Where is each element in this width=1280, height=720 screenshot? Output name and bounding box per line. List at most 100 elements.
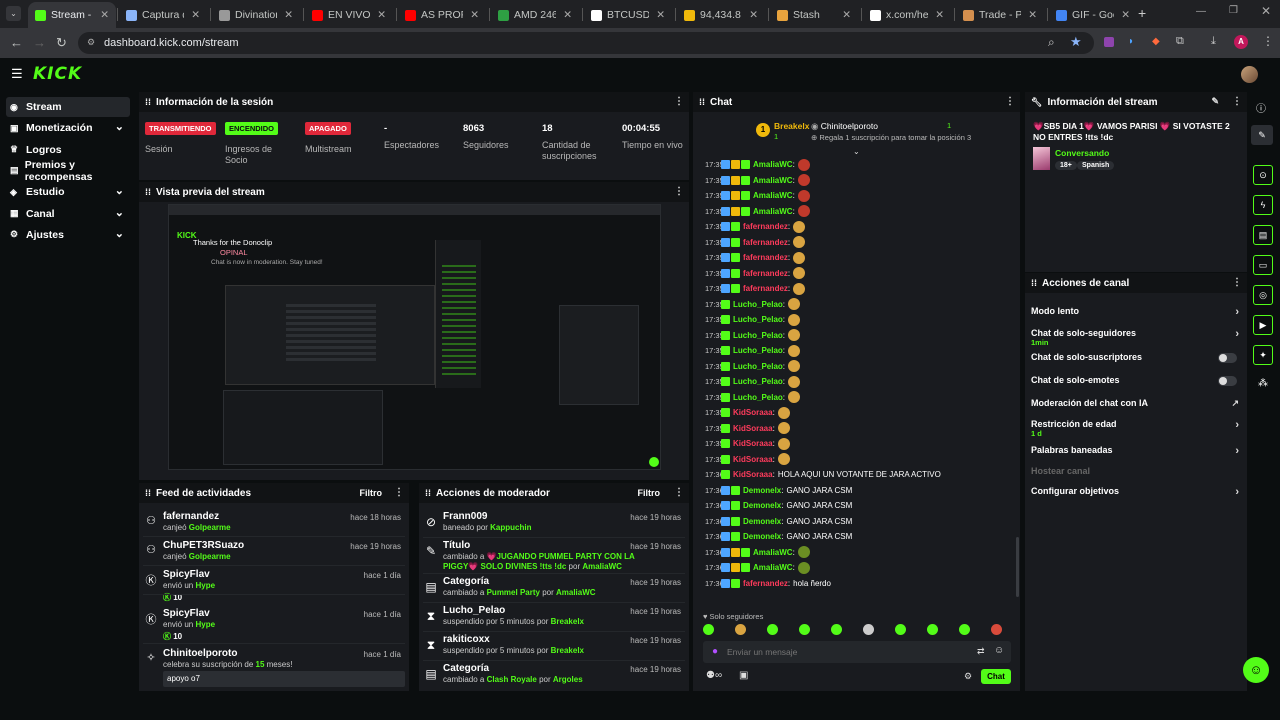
chat-message[interactable]: 17:36 fafernandez: hola ñerdo xyxy=(705,576,831,591)
tab-close-icon[interactable]: ✕ xyxy=(1028,9,1037,21)
rail-community-icon[interactable]: ⁂ xyxy=(1258,378,1268,389)
site-info-icon[interactable]: ⚙ xyxy=(87,37,96,47)
activity-user-name[interactable]: ChuPET3RSuazo xyxy=(163,540,245,551)
chat-message[interactable]: 17:36 AmaliaWC: xyxy=(705,545,810,560)
chat-gift-icon[interactable]: ▣ xyxy=(739,670,749,681)
quick-emote-icon[interactable] xyxy=(895,624,906,635)
chat-message[interactable]: 17:35 Lucho_Pelao: xyxy=(705,312,801,327)
chat-username[interactable]: KidSoraaa xyxy=(733,408,773,417)
channel-action-item[interactable]: Moderación del chat con IA ↗ xyxy=(1031,398,1239,408)
chat-message[interactable]: 17:35 Lucho_Pelao: xyxy=(705,390,801,405)
translate-icon[interactable]: ⇄ xyxy=(977,646,985,656)
rail-chat-icon[interactable]: ▭ xyxy=(1253,255,1273,275)
info-icon[interactable]: ⓘ xyxy=(1256,104,1266,115)
toggle-switch[interactable] xyxy=(1218,376,1237,386)
chat-message[interactable]: 17:35 fafernandez: xyxy=(705,235,806,250)
tab-search-icon[interactable]: ⌄ xyxy=(6,6,21,21)
browser-tab[interactable]: Trade - Path ✕ xyxy=(956,4,1044,26)
chat-message[interactable]: 17:36 Demonelx: GANO JARA CSM xyxy=(705,529,852,544)
chat-message[interactable]: 17:35 fafernandez: xyxy=(705,266,806,281)
toggle-switch[interactable] xyxy=(1218,353,1237,363)
rail-video-icon[interactable]: ▶ xyxy=(1253,315,1273,335)
channel-action-item[interactable]: Chat de solo-seguidores 1min › xyxy=(1031,328,1239,347)
gifter-user[interactable]: ◉ Chinitoelporoto xyxy=(811,121,878,132)
chat-message[interactable]: 17:35 Lucho_Pelao: xyxy=(705,328,801,343)
extension-translate-icon[interactable]: ◗ xyxy=(1128,36,1135,47)
chat-message[interactable]: 17:36 Demonelx: GANO JARA CSM xyxy=(705,483,852,498)
browser-tab[interactable]: x.com/healt ✕ xyxy=(863,4,951,26)
drag-handle-icon[interactable]: ⁞⁞ xyxy=(145,97,151,107)
bookmark-star-icon[interactable]: ★ xyxy=(1070,34,1082,49)
chat-message[interactable]: 17:35 AmaliaWC: xyxy=(705,204,810,219)
chat-message[interactable]: 17:35 AmaliaWC: xyxy=(705,188,810,203)
minimize-icon[interactable]: — xyxy=(1196,6,1206,17)
chat-username[interactable]: KidSoraaa xyxy=(733,470,773,479)
mod-menu-icon[interactable]: ⋮ xyxy=(674,487,684,498)
chevron-right-icon[interactable]: › xyxy=(1235,419,1239,431)
rail-flash-icon[interactable]: ϟ xyxy=(1253,195,1273,215)
chat-message[interactable]: 17:35 KidSoraaa: xyxy=(705,452,790,467)
extensions-puzzle-icon[interactable]: ⧉ xyxy=(1176,35,1184,47)
chat-menu-icon[interactable]: ⋮ xyxy=(1005,96,1015,107)
chat-username[interactable]: Lucho_Pelao xyxy=(733,346,783,355)
chat-username[interactable]: AmaliaWC xyxy=(753,563,793,572)
chat-scrollbar[interactable] xyxy=(1016,537,1019,597)
chevron-right-icon[interactable]: › xyxy=(1235,306,1239,318)
chevron-down-icon[interactable]: ⌄ xyxy=(114,227,124,240)
chat-username[interactable]: KidSoraaa xyxy=(733,454,773,464)
chat-tools-icon[interactable]: ⚉∞ xyxy=(706,670,723,681)
sidebar-item[interactable]: ▤ Premios y recompensas xyxy=(6,159,130,183)
browser-tab[interactable]: Divination O ✕ xyxy=(212,4,300,26)
activity-user-name[interactable]: Chinitoelporoto xyxy=(163,648,238,659)
chat-message[interactable]: 17:35 KidSoraaa: xyxy=(705,436,790,451)
chat-username[interactable]: Demonelx xyxy=(743,485,782,495)
rail-wrench-icon[interactable]: ✦ xyxy=(1253,345,1273,365)
chevron-right-icon[interactable]: › xyxy=(1235,486,1239,498)
browser-tab[interactable]: AMD 246,81 ✕ xyxy=(491,4,579,26)
drag-handle-icon[interactable]: ⁞⁞ xyxy=(145,187,151,197)
sidebar-item[interactable]: ♕ Logros xyxy=(6,140,130,160)
quick-emote-icon[interactable] xyxy=(959,624,970,635)
mod-action-title[interactable]: Título xyxy=(443,540,471,551)
chat-message[interactable]: 17:35 KidSoraaa: xyxy=(705,405,790,420)
download-icon[interactable]: ⤓ xyxy=(1211,35,1216,47)
chat-username[interactable]: Lucho_Pelao xyxy=(733,330,783,340)
mod-filter-button[interactable]: Filtro xyxy=(637,488,661,498)
tab-close-icon[interactable]: ✕ xyxy=(935,9,944,21)
quick-emote-icon[interactable] xyxy=(927,624,938,635)
chat-message[interactable]: 17:35 fafernandez: xyxy=(705,281,806,296)
browser-tab[interactable]: BTCUSD 94,4 ✕ xyxy=(584,4,672,26)
chat-message[interactable]: 17:35 Lucho_Pelao: xyxy=(705,359,801,374)
zoom-icon[interactable]: ⌕ xyxy=(1048,35,1055,49)
help-chat-button[interactable]: ☺ xyxy=(1243,657,1269,683)
edit-layout-icon[interactable]: ✎ xyxy=(1251,125,1273,145)
chevron-down-icon[interactable]: ⌄ xyxy=(114,185,124,198)
chat-message[interactable]: 17:35 fafernandez: xyxy=(705,250,806,265)
quick-emote-icon[interactable] xyxy=(863,624,874,635)
forward-icon[interactable]: → xyxy=(33,35,46,50)
chat-username[interactable]: fafernandez xyxy=(743,222,788,231)
url-field[interactable]: ⚙ dashboard.kick.com/stream ⌕ ★ xyxy=(78,32,1094,54)
browser-tab[interactable]: GIF - Google ✕ xyxy=(1049,4,1137,26)
chat-username[interactable]: Demonelx xyxy=(743,501,782,510)
quick-emote-icon[interactable] xyxy=(799,624,810,635)
quick-emote-icon[interactable] xyxy=(767,624,778,635)
session-menu-icon[interactable]: ⋮ xyxy=(674,96,684,107)
channel-action-item[interactable]: Restricción de edad 1 d › xyxy=(1031,419,1239,438)
chat-username[interactable]: AmaliaWC xyxy=(753,175,793,185)
chat-message[interactable]: 17:36 Demonelx: GANO JARA CSM xyxy=(705,498,852,513)
drag-handle-icon[interactable]: ⁞⁞ xyxy=(145,488,151,498)
chat-message[interactable]: 17:36 AmaliaWC: xyxy=(705,560,810,575)
browser-menu-icon[interactable]: ⋮ xyxy=(1262,34,1274,48)
chat-username[interactable]: AmaliaWC xyxy=(753,160,793,169)
chevron-right-icon[interactable]: › xyxy=(1235,328,1239,340)
maximize-icon[interactable]: ❐ xyxy=(1229,5,1238,16)
channel-action-item[interactable]: Configurar objetivos › xyxy=(1031,486,1239,498)
tab-close-icon[interactable]: ✕ xyxy=(656,9,665,21)
rail-doc-icon[interactable]: ▤ xyxy=(1253,225,1273,245)
tab-close-icon[interactable]: ✕ xyxy=(191,9,200,21)
activity-user-name[interactable]: fafernandez xyxy=(163,511,220,522)
reload-icon[interactable]: ↻ xyxy=(56,35,67,50)
chat-username[interactable]: fafernandez xyxy=(743,253,788,262)
tab-close-icon[interactable]: ✕ xyxy=(563,9,572,21)
